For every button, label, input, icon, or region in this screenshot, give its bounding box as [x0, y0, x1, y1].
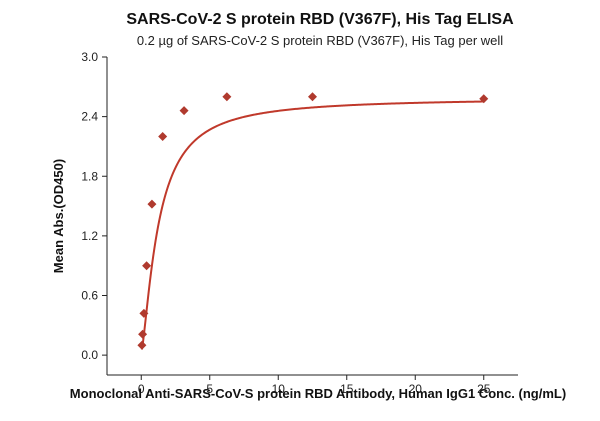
fit-curve	[140, 100, 484, 350]
data-point	[137, 340, 147, 350]
y-ticks: 0.0 0.6 1.2 1.8 2.4 3.0	[81, 50, 107, 362]
data-point	[222, 92, 232, 102]
x-tick-label: 10	[272, 382, 286, 396]
chart-subtitle: 0.2 µg of SARS-CoV-2 S protein RBD (V367…	[137, 33, 503, 48]
y-tick-label: 3.0	[81, 50, 98, 64]
y-tick-label: 0.0	[81, 348, 98, 362]
data-point	[142, 261, 152, 271]
y-tick-label: 1.2	[81, 229, 98, 243]
data-point	[308, 92, 317, 102]
chart-title: SARS-CoV-2 S protein RBD (V367F), His Ta…	[126, 11, 514, 28]
data-point	[179, 106, 189, 116]
x-axis-label: Monoclonal Anti-SARS-CoV-S protein RBD A…	[70, 386, 566, 401]
x-tick-label: 15	[340, 382, 354, 396]
x-tick-label: 0	[138, 382, 145, 396]
data-points	[137, 92, 489, 350]
data-point	[138, 329, 148, 339]
y-tick-label: 0.6	[81, 289, 98, 303]
y-tick-label: 2.4	[81, 110, 98, 124]
y-tick-label: 1.8	[81, 169, 98, 183]
x-tick-label: 20	[409, 382, 423, 396]
x-tick-label: 25	[477, 382, 491, 396]
y-axis-label: Mean Abs.(OD450)	[51, 159, 66, 273]
data-point	[147, 199, 157, 209]
data-point	[158, 132, 168, 141]
x-ticks: 0 5 10 15 20 25	[138, 375, 491, 396]
data-point	[139, 308, 149, 318]
axes	[106, 57, 518, 376]
x-tick-label: 5	[206, 382, 213, 396]
data-point	[479, 94, 489, 104]
